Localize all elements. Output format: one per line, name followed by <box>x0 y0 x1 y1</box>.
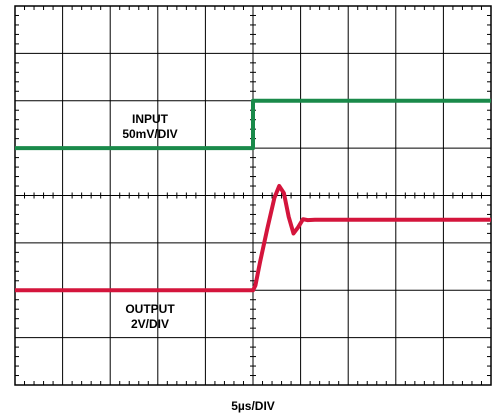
output-label-line-2: 2V/DIV <box>131 317 169 331</box>
output-label-line-1: OUTPUT <box>125 302 175 316</box>
input-label-line-2: 50mV/DIV <box>122 127 177 141</box>
input-trace <box>15 98 491 151</box>
x-axis-label: 5µs/DIV <box>231 399 275 413</box>
output-trace <box>15 184 491 293</box>
traces <box>15 98 491 293</box>
input-label-line-1: INPUT <box>132 112 169 126</box>
grid-ticks <box>15 6 491 385</box>
